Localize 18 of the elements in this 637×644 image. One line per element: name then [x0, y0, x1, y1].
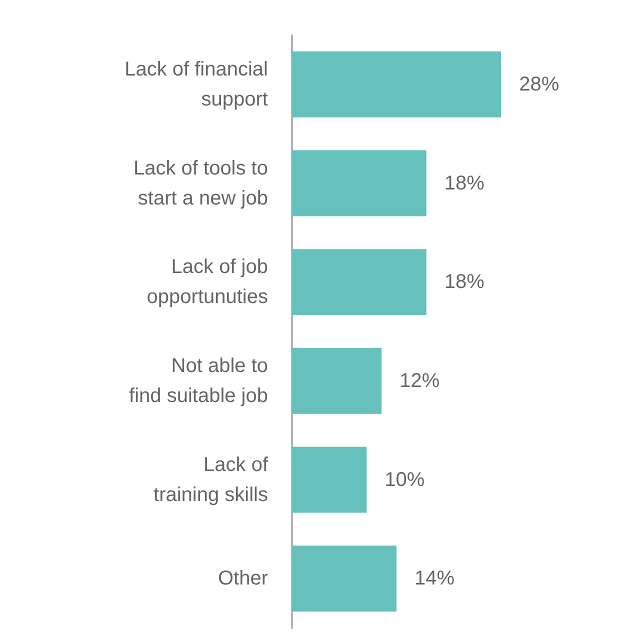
bar — [292, 446, 367, 513]
bar — [292, 51, 502, 118]
y-tick-label: Lack of job opportunuties — [146, 256, 268, 308]
y-tick-label: Lack of financial support — [124, 58, 268, 110]
bar — [292, 348, 382, 414]
data-label: 10% — [384, 468, 425, 491]
y-tick-label: Other — [218, 568, 268, 590]
y-tick-label: Lack of training skills — [154, 454, 268, 506]
y-tick-label: Lack of tools to start a new job — [133, 157, 268, 210]
data-label: 12% — [400, 370, 440, 392]
data-label: 18% — [444, 172, 485, 194]
data-label: 14% — [414, 568, 455, 590]
data-label: 18% — [444, 271, 485, 294]
bar — [292, 546, 397, 612]
bar — [292, 249, 426, 316]
data-label: 28% — [519, 73, 560, 96]
bar — [292, 150, 426, 216]
y-tick-label: Not able to find suitable job — [129, 354, 268, 407]
